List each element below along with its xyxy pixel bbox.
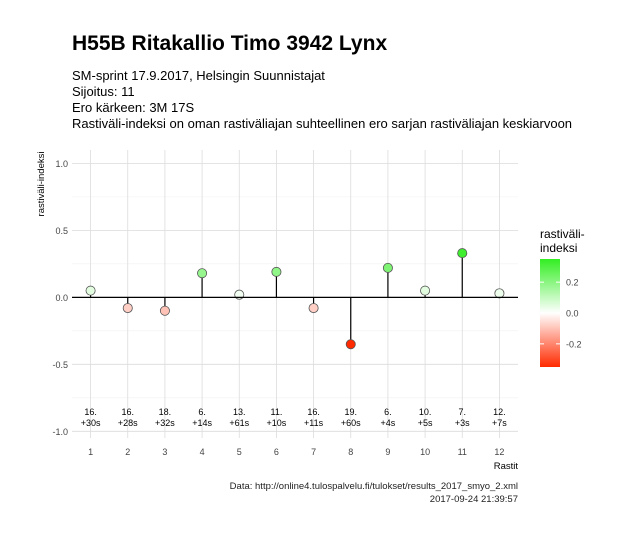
x-tick-label: 11 xyxy=(458,447,467,457)
control-time-label: +32s xyxy=(155,418,175,428)
lollipop-point xyxy=(308,303,319,314)
control-time-label: +60s xyxy=(341,418,361,428)
y-tick-label: 0.0 xyxy=(55,293,68,303)
control-placement-label: 10. xyxy=(419,407,432,417)
y-tick-label: 1.0 xyxy=(55,159,68,169)
legend-color-bar xyxy=(540,259,560,367)
lollipop-point xyxy=(457,248,468,259)
data-source-caption: Data: http://online4.tulospalvelu.fi/tul… xyxy=(229,481,518,492)
control-placement-label: 16. xyxy=(121,407,134,417)
control-time-label: +7s xyxy=(492,418,507,428)
subtitle-placement: Sijoitus: 11 xyxy=(72,84,135,99)
lollipop-point xyxy=(494,288,505,299)
lollipop-point xyxy=(159,305,170,316)
control-placement-label: 6. xyxy=(384,407,392,417)
legend-title-line-1: rastiväli- xyxy=(540,227,585,241)
control-time-label: +28s xyxy=(118,418,138,428)
lollipop-point xyxy=(420,285,431,296)
control-placement-label: 16. xyxy=(84,407,97,417)
subtitle-description: Rastiväli-indeksi on oman rastiväliajan … xyxy=(72,116,573,131)
x-tick-label: 6 xyxy=(274,447,279,457)
control-placement-label: 18. xyxy=(159,407,172,417)
lollipop-point xyxy=(85,285,96,296)
control-placement-label: 19. xyxy=(344,407,357,417)
control-time-label: +61s xyxy=(229,418,249,428)
x-tick-label: 12 xyxy=(494,447,504,457)
control-time-label: +3s xyxy=(455,418,470,428)
control-time-label: +5s xyxy=(418,418,433,428)
lollipop-point xyxy=(122,303,133,314)
legend-title-line-2: indeksi xyxy=(540,241,577,255)
control-time-label: +14s xyxy=(192,418,212,428)
y-tick-label: -1.0 xyxy=(52,427,68,437)
y-tick-label: -0.5 xyxy=(52,360,68,370)
x-tick-label: 1 xyxy=(88,447,93,457)
y-axis-title: rastiväli-indeksi xyxy=(36,152,47,217)
x-tick-label: 4 xyxy=(200,447,205,457)
subtitle-gap: Ero kärkeen: 3M 17S xyxy=(72,100,195,115)
control-placement-label: 7. xyxy=(458,407,466,417)
y-tick-label: 0.5 xyxy=(55,226,68,236)
x-tick-label: 10 xyxy=(420,447,430,457)
legend-tick-label: 0.0 xyxy=(566,309,579,319)
control-placement-label: 11. xyxy=(270,407,282,417)
x-tick-label: 9 xyxy=(385,447,390,457)
lollipop-point xyxy=(345,339,356,350)
control-placement-label: 6. xyxy=(198,407,206,417)
lollipop-point xyxy=(382,262,393,273)
control-placement-label: 12. xyxy=(493,407,506,417)
control-time-label: +30s xyxy=(81,418,101,428)
chart-title: H55B Ritakallio Timo 3942 Lynx xyxy=(72,32,388,55)
control-placement-label: 16. xyxy=(307,407,320,417)
legend-tick-label: 0.2 xyxy=(566,278,579,288)
control-time-label: +11s xyxy=(304,418,324,428)
x-axis-title: Rastit xyxy=(494,461,519,472)
x-tick-label: 2 xyxy=(125,447,130,457)
x-tick-label: 8 xyxy=(348,447,353,457)
control-placement-label: 13. xyxy=(233,407,246,417)
x-tick-label: 3 xyxy=(162,447,167,457)
control-time-label: +10s xyxy=(267,418,287,428)
lollipop-point xyxy=(197,268,208,279)
x-tick-label: 7 xyxy=(311,447,316,457)
lollipop-point xyxy=(271,266,282,277)
timestamp-caption: 2017-09-24 21:39:57 xyxy=(429,494,518,505)
control-time-label: +4s xyxy=(381,418,396,428)
legend-tick-label: -0.2 xyxy=(566,339,582,349)
subtitle-event: SM-sprint 17.9.2017, Helsingin Suunnista… xyxy=(72,68,325,83)
x-tick-label: 5 xyxy=(237,447,242,457)
